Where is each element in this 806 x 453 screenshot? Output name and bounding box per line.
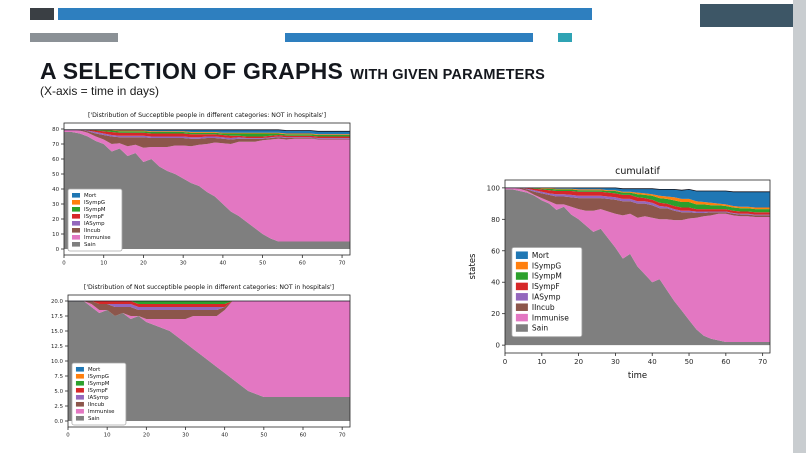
svg-text:Immunise: Immunise bbox=[84, 235, 111, 241]
svg-text:12.5: 12.5 bbox=[51, 344, 63, 350]
subtitle: (X-axis = time in days) bbox=[40, 84, 160, 98]
svg-text:10: 10 bbox=[537, 358, 546, 366]
decor-blue-bar-mid bbox=[285, 33, 533, 42]
page-title: A SELECTION OF GRAPHS WITH GIVEN PARAMETE… bbox=[40, 50, 545, 87]
svg-text:60: 60 bbox=[721, 358, 730, 366]
svg-text:0: 0 bbox=[56, 247, 60, 253]
svg-text:IASymp: IASymp bbox=[88, 395, 109, 401]
svg-text:60: 60 bbox=[52, 157, 59, 163]
svg-text:Sain: Sain bbox=[532, 324, 548, 333]
svg-text:2.5: 2.5 bbox=[54, 404, 63, 410]
decor-dark-square bbox=[30, 8, 54, 20]
svg-text:ISympF: ISympF bbox=[88, 388, 108, 394]
svg-text:time: time bbox=[628, 371, 647, 381]
chart-not-susceptible-distribution: 0 10 20 30 40 50 60 70 0.0 2.5 5.0 7.5 10.0 12.5 15.0 1… bbox=[38, 278, 358, 443]
svg-text:50: 50 bbox=[260, 432, 267, 438]
chart-cumulative: 0 10 20 30 40 50 60 70 0 20 40 60 80 100 cumulatif time… bbox=[462, 158, 778, 386]
svg-text:30: 30 bbox=[611, 358, 620, 366]
svg-text:70: 70 bbox=[52, 142, 59, 148]
svg-text:IIncub: IIncub bbox=[88, 402, 105, 408]
svg-text:Immunise: Immunise bbox=[88, 409, 115, 415]
svg-text:50: 50 bbox=[52, 172, 59, 178]
svg-text:Immunise: Immunise bbox=[532, 313, 569, 322]
svg-text:20: 20 bbox=[140, 260, 147, 266]
svg-text:15.0: 15.0 bbox=[51, 329, 64, 335]
svg-text:7.5: 7.5 bbox=[54, 374, 63, 380]
svg-text:40: 40 bbox=[219, 260, 226, 266]
svg-text:IIncub: IIncub bbox=[532, 303, 555, 312]
svg-text:cumulatif: cumulatif bbox=[615, 166, 660, 177]
svg-text:Sain: Sain bbox=[88, 416, 100, 422]
svg-text:50: 50 bbox=[685, 358, 694, 366]
svg-text:60: 60 bbox=[491, 247, 500, 255]
svg-text:IASymp: IASymp bbox=[532, 293, 561, 302]
svg-text:60: 60 bbox=[299, 260, 306, 266]
svg-text:20: 20 bbox=[491, 310, 500, 318]
svg-text:0: 0 bbox=[496, 342, 500, 350]
svg-text:20: 20 bbox=[143, 432, 150, 438]
title-main: A SELECTION OF GRAPHS bbox=[40, 58, 344, 84]
svg-text:10: 10 bbox=[52, 232, 59, 238]
svg-text:40: 40 bbox=[52, 187, 59, 193]
decor-teal-square bbox=[558, 33, 572, 42]
svg-text:Mort: Mort bbox=[84, 193, 96, 199]
svg-text:40: 40 bbox=[221, 432, 228, 438]
svg-text:10: 10 bbox=[100, 260, 107, 266]
svg-text:ISympF: ISympF bbox=[84, 214, 104, 220]
svg-text:ISympM: ISympM bbox=[532, 272, 562, 281]
decor-slate-block bbox=[700, 4, 793, 27]
svg-text:Mort: Mort bbox=[532, 251, 549, 260]
svg-text:ISympG: ISympG bbox=[84, 200, 105, 206]
svg-text:IIncub: IIncub bbox=[84, 228, 101, 234]
svg-text:['Distribution of Not succepti: ['Distribution of Not succeptible people… bbox=[84, 284, 334, 291]
svg-text:60: 60 bbox=[300, 432, 307, 438]
decor-gray-bar bbox=[30, 33, 118, 42]
svg-text:ISympG: ISympG bbox=[88, 374, 109, 380]
title-sub: WITH GIVEN PARAMETERS bbox=[350, 67, 546, 83]
svg-text:10.0: 10.0 bbox=[51, 359, 64, 365]
svg-text:0: 0 bbox=[503, 358, 507, 366]
svg-text:20: 20 bbox=[574, 358, 583, 366]
svg-text:80: 80 bbox=[491, 216, 500, 224]
svg-text:0: 0 bbox=[66, 432, 70, 438]
svg-text:20: 20 bbox=[52, 217, 59, 223]
svg-text:0: 0 bbox=[62, 260, 66, 266]
svg-text:20.0: 20.0 bbox=[51, 299, 64, 305]
svg-text:IASymp: IASymp bbox=[84, 221, 105, 227]
svg-text:5.0: 5.0 bbox=[54, 389, 63, 395]
svg-text:30: 30 bbox=[52, 202, 59, 208]
svg-text:30: 30 bbox=[182, 432, 189, 438]
decor-right-edge-strip bbox=[793, 0, 806, 453]
svg-text:['Distribution of Succeptible: ['Distribution of Succeptible people in … bbox=[88, 112, 326, 119]
svg-text:70: 70 bbox=[339, 260, 346, 266]
svg-text:states: states bbox=[468, 253, 478, 280]
svg-text:40: 40 bbox=[648, 358, 657, 366]
svg-text:ISympM: ISympM bbox=[88, 381, 110, 387]
svg-text:70: 70 bbox=[758, 358, 767, 366]
svg-text:100: 100 bbox=[487, 184, 500, 192]
svg-text:40: 40 bbox=[491, 279, 500, 287]
chart-susceptible-distribution: 0 10 20 30 40 50 60 70 0 10 20 30 40 50 60 70 80 ['Distri… bbox=[38, 106, 358, 271]
svg-text:17.5: 17.5 bbox=[51, 314, 63, 320]
svg-text:ISympG: ISympG bbox=[532, 261, 561, 270]
svg-text:70: 70 bbox=[339, 432, 346, 438]
svg-text:Sain: Sain bbox=[84, 242, 96, 248]
decor-blue-bar-top bbox=[58, 8, 592, 20]
svg-text:30: 30 bbox=[180, 260, 187, 266]
svg-text:10: 10 bbox=[104, 432, 111, 438]
svg-text:0.0: 0.0 bbox=[54, 419, 63, 425]
svg-text:80: 80 bbox=[52, 127, 59, 133]
svg-text:Mort: Mort bbox=[88, 367, 100, 373]
svg-text:ISympM: ISympM bbox=[84, 207, 106, 213]
svg-text:50: 50 bbox=[259, 260, 266, 266]
svg-text:ISympF: ISympF bbox=[532, 282, 560, 291]
